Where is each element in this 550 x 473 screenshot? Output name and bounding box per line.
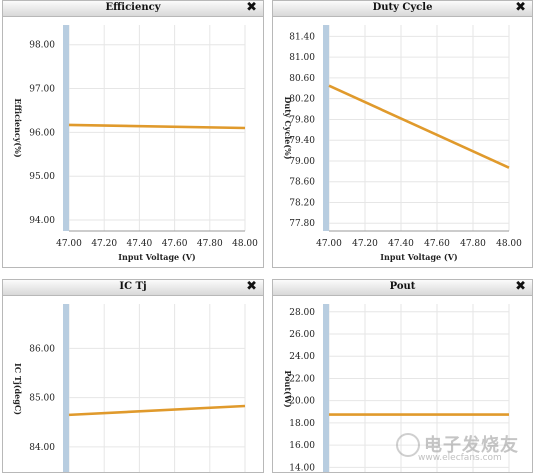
y-tick-label: 28.00 xyxy=(289,308,315,318)
close-icon[interactable]: ✖ xyxy=(246,0,257,15)
y-scrollbar xyxy=(323,25,329,231)
y-tick-label: 84.00 xyxy=(29,443,55,453)
y-axis-label: Efficiency(%) xyxy=(13,98,23,157)
duty-cycle-chart-panel: Duty Cycle ✖ 77.80 78.20 78.60 79.00 79.40 79… xyxy=(272,0,533,268)
y-tick-label: 81.00 xyxy=(289,53,315,63)
y-tick-label: 98.00 xyxy=(29,41,55,51)
y-tick-label: 78.20 xyxy=(289,198,315,208)
y-scrollbar xyxy=(63,25,69,231)
y-scrollbar xyxy=(63,304,69,472)
y-tick-label: 97.00 xyxy=(29,85,55,95)
x-tick-label: 47.20 xyxy=(91,239,117,249)
x-tick-label: 47.80 xyxy=(460,239,486,249)
ic-tj-chart: 84.00 85.00 86.00 IC Tj(degC) xyxy=(13,304,246,472)
x-axis-label: Input Voltage (V) xyxy=(118,252,196,262)
panel-title: Pout xyxy=(389,281,416,292)
series-line xyxy=(328,84,510,169)
watermark-url: www.elecfans.com xyxy=(418,453,502,463)
x-tick-label: 47.20 xyxy=(352,239,378,249)
panel-title: Duty Cycle xyxy=(372,2,433,13)
y-tick-label: 94.00 xyxy=(29,216,55,226)
x-tick-label: 47.60 xyxy=(424,239,450,249)
y-tick-label: 78.60 xyxy=(289,178,315,188)
watermark-text: 电子发烧友 xyxy=(424,435,519,456)
watermark-logo-icon xyxy=(396,433,420,457)
series-line xyxy=(68,123,246,130)
pout-chart: 14.00 16.00 18.00 20.00 22.00 24.00 26.00 28.00… xyxy=(283,304,510,473)
x-axis-label: Input Voltage (V) xyxy=(380,252,458,262)
x-tick-label: 47.60 xyxy=(162,239,188,249)
panel-title: Efficiency xyxy=(105,2,161,13)
y-tick-label: 18.00 xyxy=(289,419,315,429)
y-tick-label: 79.00 xyxy=(289,157,315,167)
x-tick-label: 48.00 xyxy=(232,239,258,249)
y-tick-label: 80.20 xyxy=(289,95,315,105)
panel-titlebar: Duty Cycle ✖ xyxy=(273,1,532,17)
y-tick-label: 96.00 xyxy=(29,128,55,138)
y-tick-label: 20.00 xyxy=(289,397,315,407)
y-axis-label: IC Tj(degC) xyxy=(13,363,23,415)
y-tick-label: 80.60 xyxy=(289,74,315,84)
y-tick-label: 86.00 xyxy=(29,344,55,354)
x-tick-label: 47.80 xyxy=(197,239,223,249)
y-tick-label: 79.40 xyxy=(289,136,315,146)
x-tick-label: 48.00 xyxy=(496,239,522,249)
ic-tj-chart-panel: IC Tj ✖ 84.00 85.00 86.00 IC Tj(degC) xyxy=(2,279,264,473)
y-tick-label: 85.00 xyxy=(29,394,55,404)
y-scrollbar xyxy=(323,304,329,472)
y-tick-label: 24.00 xyxy=(289,352,315,362)
series-line xyxy=(68,404,246,417)
watermark: 电子发烧友 www.elecfans.com xyxy=(394,429,544,469)
panel-titlebar: Efficiency ✖ xyxy=(3,1,263,17)
efficiency-chart: 94.00 95.00 96.00 97.00 98.00 47.00 47.20 47.40… xyxy=(13,25,258,262)
x-tick-label: 47.00 xyxy=(56,239,82,249)
efficiency-chart-panel: Efficiency ✖ 94.00 95.00 96.00 97.00 98.00 47… xyxy=(2,0,264,268)
panel-titlebar: Pout ✖ xyxy=(273,280,532,296)
y-tick-label: 95.00 xyxy=(29,172,55,182)
y-tick-label: 79.80 xyxy=(289,115,315,125)
panel-titlebar: IC Tj ✖ xyxy=(3,280,263,296)
y-axis-label: Duty Cycle(%) xyxy=(283,96,293,159)
x-tick-label: 47.40 xyxy=(388,239,414,249)
y-tick-label: 16.00 xyxy=(289,441,315,451)
y-tick-label: 14.00 xyxy=(289,463,315,473)
close-icon[interactable]: ✖ xyxy=(515,279,526,294)
y-tick-label: 22.00 xyxy=(289,374,315,384)
panel-title: IC Tj xyxy=(119,281,147,292)
y-tick-label: 26.00 xyxy=(289,330,315,340)
y-tick-label: 77.80 xyxy=(289,219,315,229)
close-icon[interactable]: ✖ xyxy=(246,279,257,294)
x-tick-label: 47.40 xyxy=(127,239,153,249)
x-tick-label: 47.00 xyxy=(316,239,342,249)
y-tick-label: 81.40 xyxy=(289,32,315,42)
y-axis-label: Pout(W) xyxy=(283,370,293,407)
duty-cycle-chart: 77.80 78.20 78.60 79.00 79.40 79.80 80.20 80.60… xyxy=(283,25,522,262)
close-icon[interactable]: ✖ xyxy=(515,0,526,15)
